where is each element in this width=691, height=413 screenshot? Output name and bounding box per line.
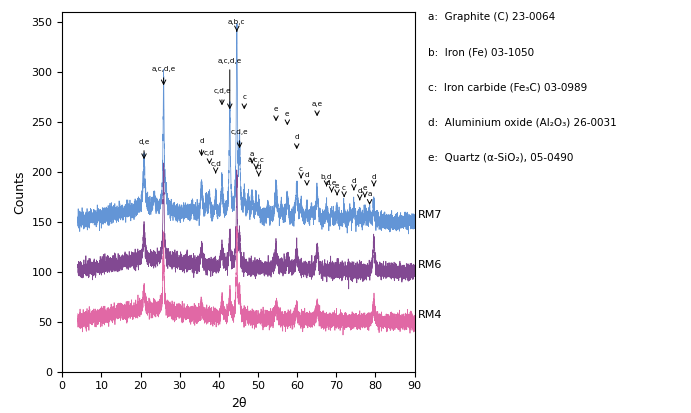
Text: c,d,e: c,d,e <box>213 88 231 104</box>
Text: d: d <box>352 178 357 190</box>
Text: a:  Graphite (C) 23-0064: a: Graphite (C) 23-0064 <box>428 12 556 22</box>
Text: d: d <box>294 134 299 148</box>
Text: d: d <box>372 174 376 186</box>
Text: c: c <box>342 185 346 197</box>
Text: d,e: d,e <box>326 180 337 192</box>
Text: c,d,e: c,d,e <box>231 129 248 147</box>
Text: d: d <box>256 164 261 176</box>
Text: e:  Quartz (α-SiO₂), 05-0490: e: Quartz (α-SiO₂), 05-0490 <box>428 153 574 163</box>
Text: b:  Iron (Fe) 03-1050: b: Iron (Fe) 03-1050 <box>428 47 535 57</box>
Text: c,d: c,d <box>210 161 221 173</box>
Text: e: e <box>335 183 339 195</box>
Text: a,c,d,e: a,c,d,e <box>151 66 176 84</box>
Text: d: d <box>199 138 204 155</box>
Text: a,b,c: a,b,c <box>228 19 245 31</box>
Text: b,d: b,d <box>321 174 332 186</box>
Text: c: c <box>299 166 303 178</box>
Text: c,d: c,d <box>204 150 215 163</box>
Text: RM6: RM6 <box>418 260 442 270</box>
Y-axis label: Counts: Counts <box>13 170 26 214</box>
Text: a,c,d,e: a,c,d,e <box>218 58 242 108</box>
Text: e: e <box>285 111 290 124</box>
Text: c:  Iron carbide (Fe₃C) 03-0989: c: Iron carbide (Fe₃C) 03-0989 <box>428 83 587 93</box>
Text: RM7: RM7 <box>418 210 443 220</box>
Text: e: e <box>274 106 278 120</box>
X-axis label: 2θ: 2θ <box>231 397 246 410</box>
Text: d: d <box>305 172 310 185</box>
Text: a,e: a,e <box>312 101 323 115</box>
Text: d: d <box>357 188 362 200</box>
Text: RM4: RM4 <box>418 310 443 320</box>
Text: a: a <box>250 151 254 163</box>
Text: c: c <box>242 94 247 108</box>
Text: d,e: d,e <box>138 139 150 158</box>
Text: e: e <box>363 185 367 197</box>
Text: a,c,c: a,c,c <box>247 157 265 169</box>
Text: a: a <box>368 191 372 204</box>
Text: d:  Aluminium oxide (Al₂O₃) 26-0031: d: Aluminium oxide (Al₂O₃) 26-0031 <box>428 118 617 128</box>
